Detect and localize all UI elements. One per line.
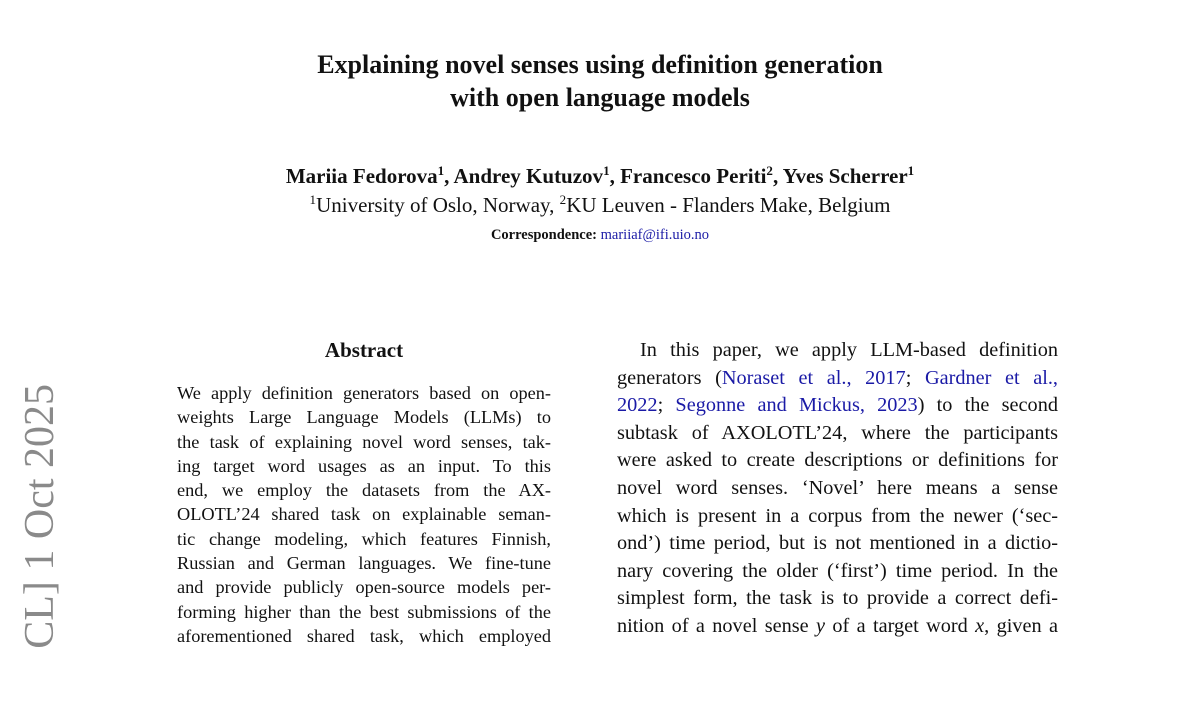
introduction-body: In this paper, we apply LLM-based defini… (617, 337, 1058, 641)
text-line: OLOTL’24 shared task on explainable sema… (177, 504, 551, 525)
citation-link[interactable]: Gardner et al., (924, 366, 1058, 389)
author: Andrey Kutuzov1 (453, 163, 610, 188)
abstract-heading: Abstract (324, 338, 404, 362)
text-line: 2022; Segonne and Mickus, 2023) to the s… (617, 394, 1058, 417)
text-line: were asked to create descriptions or def… (617, 449, 1058, 472)
citation-link[interactable]: Noraset et al., 2017 (721, 366, 906, 389)
abstract-body: We apply definition generators based on … (177, 381, 551, 648)
text-line: Russian and German languages. We fine-tu… (177, 553, 551, 574)
author-list: Mariia Fedorova1, Andrey Kutuzov1, Franc… (285, 163, 915, 188)
author: Mariia Fedorova1 (285, 163, 445, 188)
text-line: ing target word usages as an input. To t… (177, 455, 551, 476)
text-line: simplest form, the task is to provide a … (617, 587, 1058, 610)
text-line: aforementioned shared task, which employ… (177, 625, 551, 646)
text-line: tic change modeling, which features Finn… (177, 528, 551, 549)
text-line: generators (Noraset et al., 2017; Gardne… (617, 366, 1058, 389)
text-line: and provide publicly open-source models … (177, 577, 551, 598)
text-line: novel word senses. ‘Novel’ here means a … (617, 476, 1058, 499)
paper-title: Explaining novel senses using definition… (0, 48, 1200, 114)
arxiv-stamp: CL] 1 Oct 2025 (17, 384, 63, 649)
text-line: end, we employ the datasets from the AX- (177, 480, 551, 501)
text-line: nition of a novel sense y of a target wo… (617, 614, 1059, 637)
author: Yves Scherrer1 (782, 163, 915, 188)
text-line: subtask of AXOLOTL’24, where the partici… (617, 421, 1058, 444)
text-line: which is present in a corpus from the ne… (617, 504, 1058, 527)
text-line: We apply definition generators based on … (177, 383, 551, 403)
text-line: forming higher than the best submissions… (177, 601, 551, 622)
citation-link[interactable]: 2022 (617, 394, 658, 417)
text-line: nary covering the older (‘first’) time p… (617, 559, 1058, 582)
title-line: Explaining novel senses using definition… (317, 50, 883, 79)
author: Francesco Periti2 (620, 163, 773, 188)
email-link[interactable]: mariiaf@ifi.uio.no (600, 227, 710, 243)
text-line: the task of explaining novel word senses… (177, 431, 551, 452)
title-line: with open language models (450, 83, 750, 112)
citation-link[interactable]: Segonne and Mickus, 2023 (675, 394, 918, 417)
affiliations: 1University of Oslo, Norway, 2KU Leuven … (309, 192, 891, 217)
text-line: In this paper, we apply LLM-based defini… (640, 339, 1058, 361)
correspondence: Correspondence: mariiaf@ifi.uio.no (490, 227, 710, 243)
text-line: ond’) time period, but is not mentioned … (617, 532, 1058, 555)
text-line: weights Large Language Models (LLMs) to (177, 407, 551, 428)
